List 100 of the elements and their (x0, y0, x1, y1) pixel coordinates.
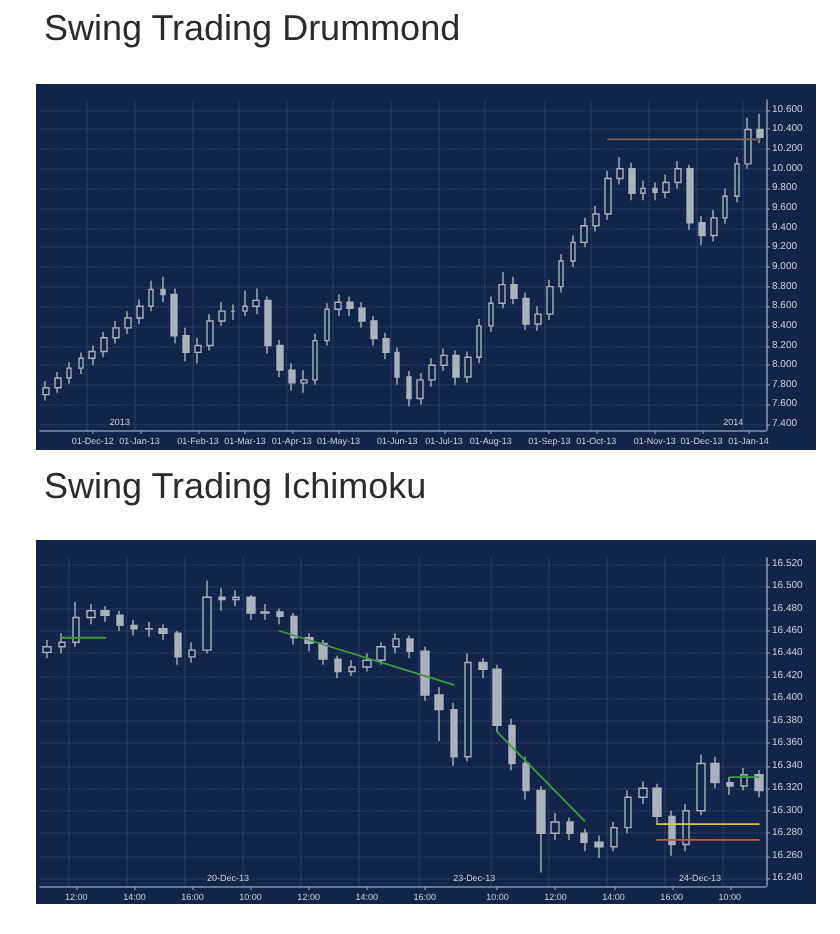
candlestick (182, 327, 190, 362)
candlestick (440, 347, 448, 372)
candlestick (674, 160, 682, 190)
candlestick (594, 834, 604, 859)
candlestick (428, 357, 436, 388)
candlestick (652, 783, 662, 825)
candlestick (376, 641, 386, 666)
candlestick (392, 632, 400, 655)
candlestick (508, 717, 516, 771)
candlestick (264, 295, 272, 355)
candlestick (334, 293, 342, 317)
chart-title: Swing Trading Ichimoku (44, 464, 427, 508)
candlestick (726, 776, 734, 796)
candlestick (58, 632, 66, 655)
candlestick (580, 217, 588, 249)
candlestick (550, 812, 560, 841)
candlestick (406, 634, 414, 659)
candlestick (394, 346, 400, 386)
candlestick (136, 298, 144, 325)
candlestick (312, 333, 318, 386)
candlestick (522, 291, 530, 331)
candlestick (158, 623, 168, 641)
candlestick (334, 655, 342, 679)
candlestick (476, 318, 482, 364)
candlestick (124, 310, 132, 335)
candlestick (144, 621, 154, 638)
candlestick (696, 753, 706, 816)
candlestick (288, 362, 296, 392)
candlestick (534, 305, 542, 332)
candlestick (744, 116, 752, 170)
candlestick (42, 380, 50, 402)
chart-title: Swing Trading Drummond (44, 6, 461, 50)
candlestick (628, 162, 636, 201)
candlestick (420, 646, 430, 702)
candlestick (252, 287, 260, 315)
candlestick (218, 587, 226, 612)
candlestick (754, 769, 764, 798)
candlestick (652, 181, 658, 201)
candlestick (300, 369, 308, 394)
candlestick (686, 164, 694, 231)
candlestick (570, 234, 576, 268)
candlestick (206, 313, 214, 352)
candlestick (756, 113, 764, 144)
candlestick (246, 594, 256, 621)
candlestick (358, 301, 366, 329)
candlestick (640, 179, 646, 201)
candlestick (160, 276, 166, 304)
candlestick (174, 630, 182, 666)
candlestick (698, 215, 706, 247)
candlestick (348, 659, 356, 677)
candlestick (324, 302, 330, 347)
candlestick (66, 361, 72, 385)
candlestick (232, 589, 240, 607)
candlestick (488, 295, 494, 333)
candlestick (194, 336, 202, 364)
candlestick (492, 664, 502, 733)
candlestick (290, 612, 298, 646)
candlestick (116, 610, 124, 632)
candlestick (624, 789, 632, 834)
candlestick (406, 370, 412, 408)
candlestick (452, 349, 460, 386)
candlestick (276, 338, 284, 378)
candlestick (346, 295, 354, 317)
candlestick (434, 686, 444, 742)
candlestick (416, 372, 424, 406)
candlestick (464, 652, 472, 763)
candlestick (616, 156, 624, 186)
candlestick (610, 821, 618, 852)
candlestick (260, 603, 270, 621)
candlestick (592, 205, 600, 233)
candlestick (370, 315, 378, 347)
candlestick (580, 828, 588, 852)
candlestick (218, 301, 226, 327)
candlestick (510, 276, 518, 305)
candlestick (242, 289, 248, 317)
candlestick (100, 331, 108, 359)
candlestick (86, 603, 96, 625)
candlestick (710, 209, 718, 243)
candlestick (478, 657, 488, 679)
candlestick (498, 271, 506, 309)
candlestick (536, 785, 546, 874)
candlestick (202, 579, 212, 655)
candlestick (710, 756, 720, 789)
candlestick (558, 253, 564, 294)
candlestick (230, 303, 236, 321)
candlestick (546, 279, 554, 321)
candlestick (734, 156, 740, 203)
candlestick (112, 320, 120, 345)
candlestick (54, 371, 62, 394)
candlestick (382, 332, 390, 360)
candlestick (604, 170, 612, 221)
candlestick (522, 756, 530, 801)
candlestick (100, 605, 110, 623)
candlestick (450, 702, 458, 767)
candlestick (170, 287, 178, 345)
candlestick (362, 652, 372, 673)
candlestick (88, 344, 96, 366)
candlestick (130, 619, 138, 637)
candlestick (148, 280, 154, 312)
candlestick (722, 187, 728, 225)
